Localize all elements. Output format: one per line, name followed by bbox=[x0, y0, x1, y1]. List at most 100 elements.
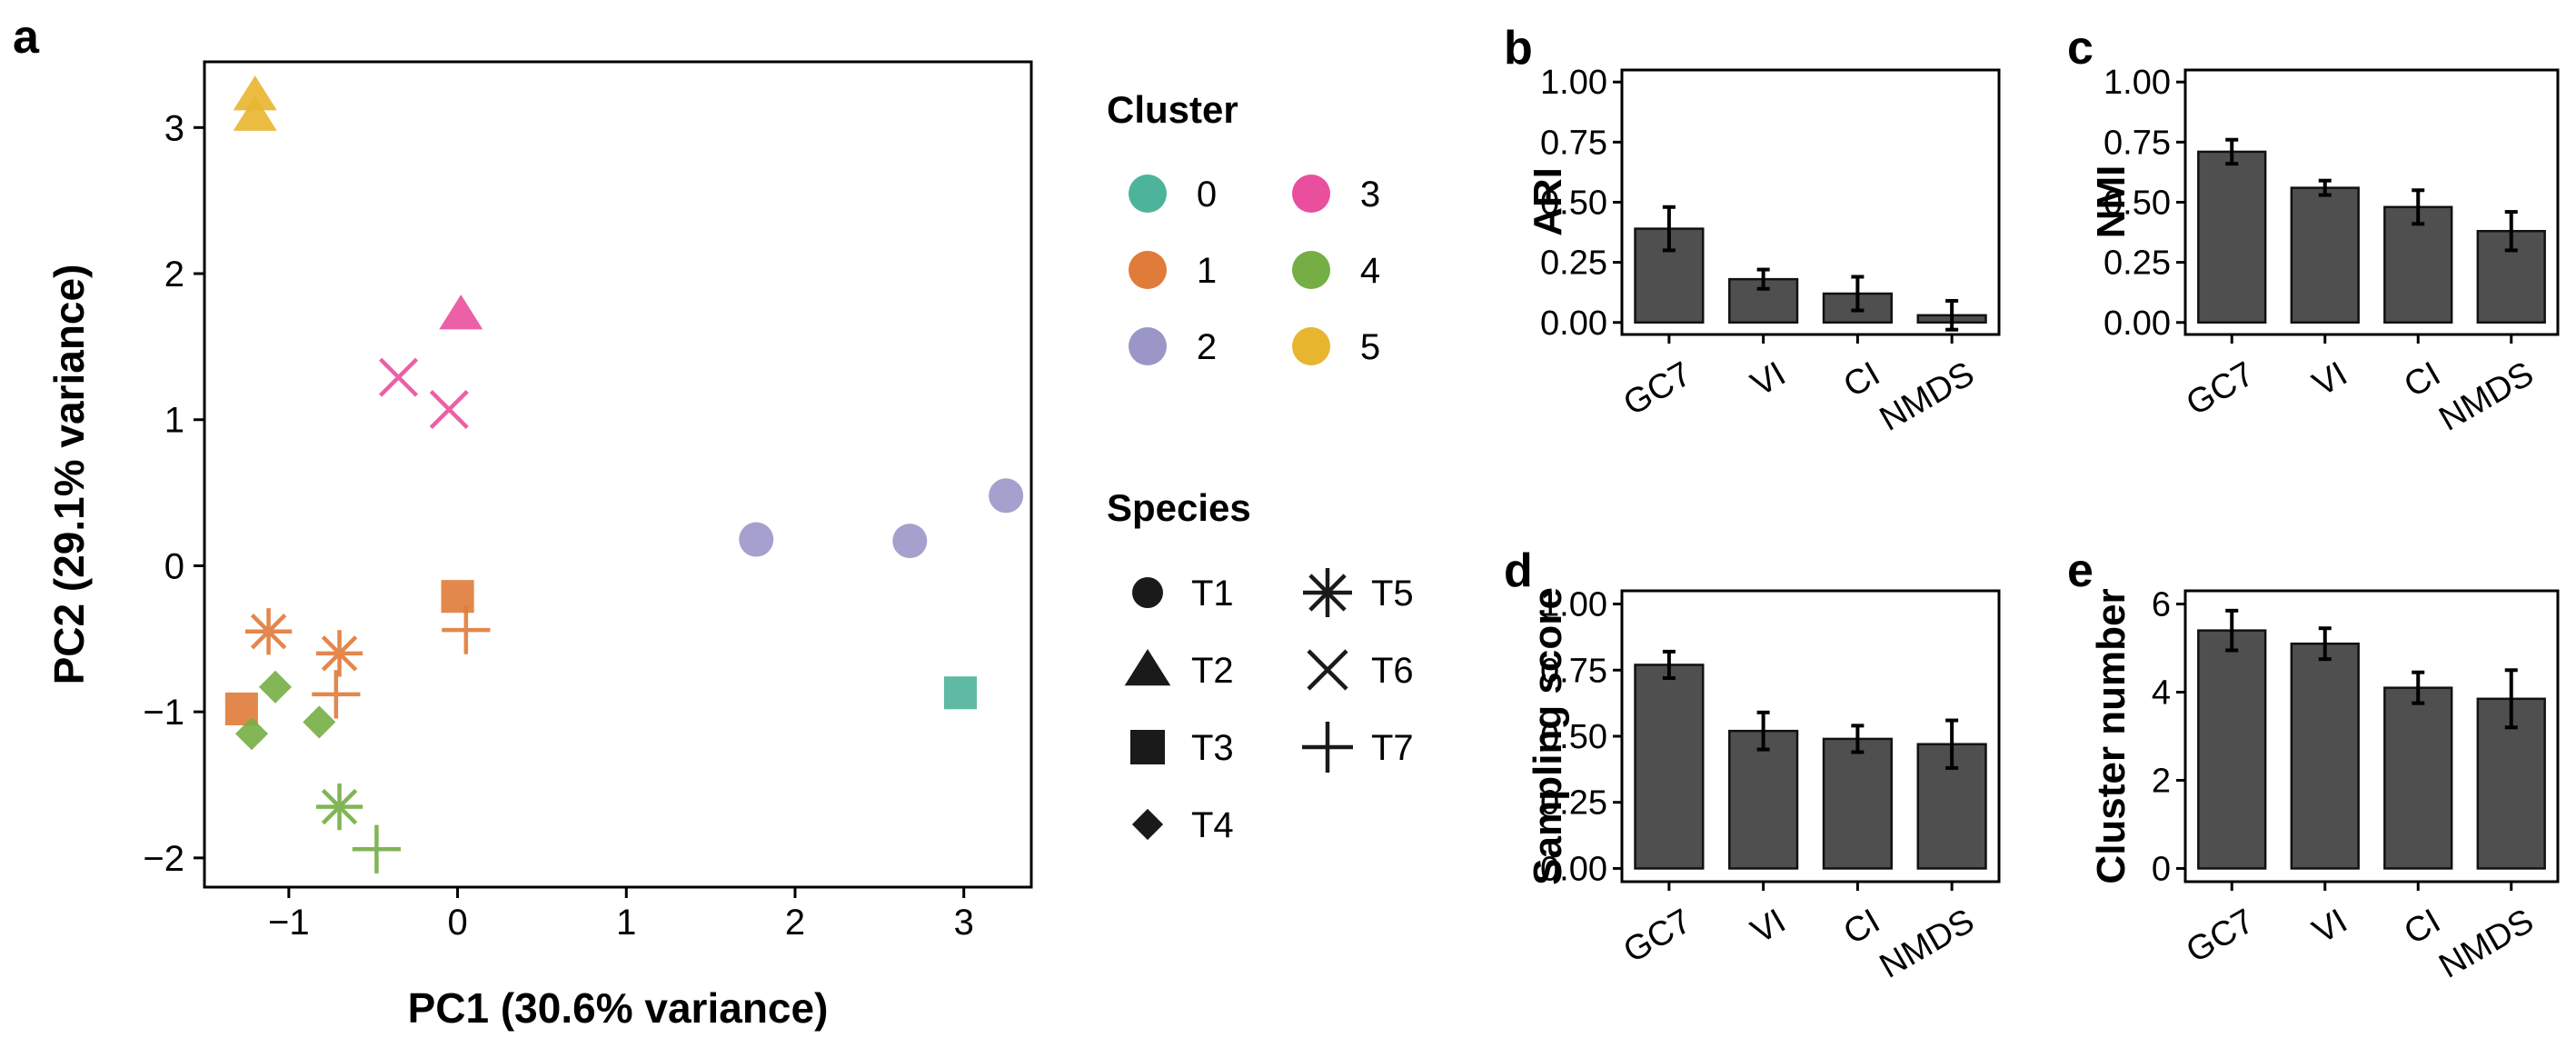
y-tick-label: −1 bbox=[143, 693, 184, 733]
y-tick-label: 3 bbox=[164, 108, 184, 148]
diamond-marker bbox=[234, 717, 269, 751]
diamond-marker bbox=[258, 670, 293, 704]
legend-cluster-label: 5 bbox=[1360, 327, 1380, 367]
category-label: NMDS bbox=[1874, 354, 1981, 438]
legend-species-key bbox=[1124, 649, 1171, 686]
bar bbox=[2197, 150, 2267, 324]
legend-cluster-entries: 0 1 2 3 4 5 bbox=[1129, 175, 1380, 367]
y-tick-label: 6 bbox=[2152, 586, 2171, 624]
legend-species-key bbox=[1307, 649, 1348, 691]
y-tick-label: 0.50 bbox=[1540, 718, 1607, 756]
bar bbox=[2290, 186, 2360, 324]
scatter-x-ticks: −1 0 1 2 3 bbox=[268, 887, 974, 943]
category-label: VI bbox=[1745, 354, 1792, 404]
legend-cluster-label: 4 bbox=[1360, 251, 1380, 291]
scatter-y-ticks: −2 −1 0 1 2 3 bbox=[143, 108, 204, 879]
triangle-marker bbox=[439, 294, 483, 330]
legend: Cluster 0 1 2 3 4 5 Species T1 T2 T3 T4 T5 T6 T7 bbox=[1107, 88, 1414, 845]
x-tick-label: 0 bbox=[447, 903, 467, 943]
legend-species-label: T1 bbox=[1191, 574, 1234, 614]
legend-cluster-title: Cluster bbox=[1107, 88, 1238, 131]
circle-marker bbox=[739, 522, 774, 557]
legend-cluster-key bbox=[1129, 251, 1167, 289]
legend-species-label: T4 bbox=[1191, 805, 1234, 845]
square-marker bbox=[1130, 730, 1165, 764]
bar-plot-frame bbox=[2183, 589, 2560, 883]
legend-cluster-key bbox=[1129, 327, 1167, 365]
x-tick-label: 2 bbox=[785, 903, 805, 943]
y-tick-label: 0.25 bbox=[1540, 784, 1607, 823]
bar-y-axis-title: Sampling score bbox=[1526, 587, 1570, 885]
y-tick-label: 2 bbox=[164, 255, 184, 294]
legend-cluster-label: 2 bbox=[1197, 327, 1217, 367]
y-tick-label: 0.25 bbox=[2104, 245, 2171, 283]
bar-y-axis-title: NMI bbox=[2089, 165, 2133, 239]
legend-cluster-key bbox=[1292, 251, 1330, 289]
bar-y-axis-title: Cluster number bbox=[2089, 588, 2133, 883]
category-label: VI bbox=[1745, 902, 1792, 951]
data-point bbox=[442, 605, 491, 654]
scatter-points bbox=[224, 75, 1024, 873]
legend-species-title: Species bbox=[1107, 486, 1251, 529]
x-tick-label: 3 bbox=[954, 903, 974, 943]
panel-letter-d: d bbox=[1504, 544, 1533, 597]
legend-species-label: T3 bbox=[1191, 728, 1234, 768]
pca-scatter-panel: −1 0 1 2 3 −2 −1 0 1 2 3 PC1 (30.6% variance) PC2… bbox=[45, 60, 1033, 1032]
cross-stroke bbox=[379, 357, 419, 397]
legend-species-label: T5 bbox=[1371, 574, 1414, 614]
y-tick-label: 0.75 bbox=[1540, 652, 1607, 690]
diamond-marker bbox=[1131, 808, 1164, 841]
circle-marker bbox=[1132, 577, 1163, 608]
bar bbox=[1822, 737, 1893, 870]
data-point bbox=[303, 705, 336, 739]
asterisk-stroke bbox=[1308, 574, 1347, 612]
square-marker bbox=[943, 676, 978, 710]
category-label: NMDS bbox=[1874, 902, 1981, 985]
asterisk-stroke bbox=[321, 788, 358, 825]
data-point bbox=[233, 95, 277, 131]
legend-species-key bbox=[1303, 568, 1352, 617]
scatter-x-axis-title: PC1 (30.6% variance) bbox=[408, 984, 829, 1032]
square-marker bbox=[441, 580, 474, 614]
legend-cluster-label: 1 bbox=[1197, 251, 1217, 291]
bar bbox=[2197, 629, 2267, 870]
y-tick-label: 2 bbox=[2152, 762, 2171, 800]
triangle-marker bbox=[233, 95, 277, 131]
data-point bbox=[315, 630, 363, 677]
bar bbox=[1728, 729, 1799, 870]
x-tick-label: −1 bbox=[268, 903, 310, 943]
category-label: NMDS bbox=[2433, 354, 2541, 438]
x-tick-label: 1 bbox=[616, 903, 636, 943]
data-point bbox=[429, 389, 469, 430]
category-label: CI bbox=[1837, 354, 1886, 404]
bar bbox=[1634, 664, 1705, 870]
data-point bbox=[739, 522, 774, 557]
y-tick-label: 0.50 bbox=[2104, 185, 2171, 223]
category-label: GC7 bbox=[1617, 354, 1698, 423]
legend-cluster-label: 3 bbox=[1360, 175, 1380, 215]
panel-letter-e: e bbox=[2067, 544, 2094, 597]
asterisk-stroke bbox=[250, 614, 287, 650]
legend-cluster-key bbox=[1292, 175, 1330, 213]
bar bbox=[2383, 205, 2453, 324]
data-point bbox=[352, 824, 402, 873]
cross-stroke bbox=[429, 389, 469, 430]
panel-letter-c: c bbox=[2067, 22, 2094, 75]
bar-y-axis-title: ARI bbox=[1526, 167, 1570, 236]
legend-species-key bbox=[1132, 577, 1163, 608]
legend-cluster-label: 0 bbox=[1197, 175, 1217, 215]
data-point bbox=[379, 357, 419, 397]
y-tick-label: 0.50 bbox=[1540, 185, 1607, 223]
data-point bbox=[258, 670, 293, 704]
category-label: GC7 bbox=[2180, 902, 2261, 970]
legend-species-entries: T1 T2 T3 T4 T5 T6 T7 bbox=[1124, 568, 1414, 845]
y-tick-label: 1 bbox=[164, 401, 184, 441]
data-point bbox=[943, 676, 978, 710]
y-tick-label: −2 bbox=[143, 839, 184, 879]
y-tick-label: 1.00 bbox=[1540, 586, 1607, 624]
panel-letter-a: a bbox=[13, 11, 40, 64]
y-tick-label: 0.00 bbox=[1540, 850, 1607, 888]
